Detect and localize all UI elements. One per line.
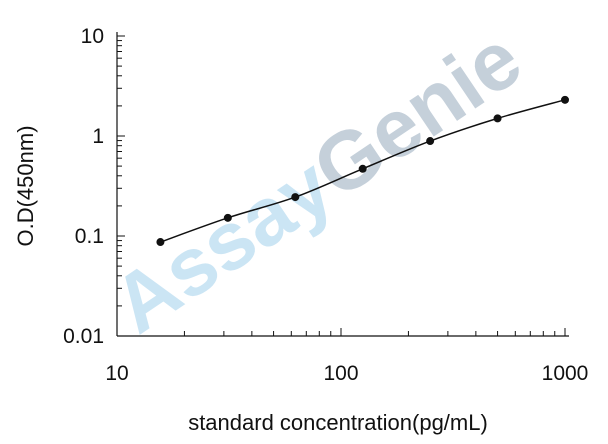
tick-labels: 10 100 1000 0.01 0.1 1 10 bbox=[63, 25, 588, 385]
data-point bbox=[358, 164, 367, 173]
x-tick-label: 1000 bbox=[542, 362, 589, 385]
tick-marks bbox=[116, 35, 566, 337]
y-tick-label: 0.1 bbox=[75, 225, 104, 248]
x-tick-label: 10 bbox=[105, 362, 128, 385]
data-point bbox=[156, 238, 165, 247]
x-tick-label: 100 bbox=[323, 362, 358, 385]
watermark: AssayGenie bbox=[97, 13, 537, 351]
data-point bbox=[291, 193, 300, 202]
data-point bbox=[426, 137, 435, 146]
watermark-text-assay: Assay bbox=[97, 140, 349, 351]
data-series bbox=[156, 95, 569, 247]
data-point bbox=[223, 213, 232, 222]
y-tick-label: 0.01 bbox=[63, 325, 104, 348]
watermark-logo: AssayGenie bbox=[97, 13, 537, 351]
axes bbox=[116, 32, 569, 337]
y-axis-title: O.D(450nm) bbox=[13, 125, 38, 246]
data-point bbox=[493, 114, 502, 123]
watermark-text-genie: Genie bbox=[298, 13, 538, 216]
y-tick-label: 1 bbox=[92, 125, 104, 148]
x-axis-title: standard concentration(pg/mL) bbox=[188, 410, 488, 435]
y-tick-label: 10 bbox=[81, 25, 104, 48]
data-point bbox=[561, 95, 569, 104]
